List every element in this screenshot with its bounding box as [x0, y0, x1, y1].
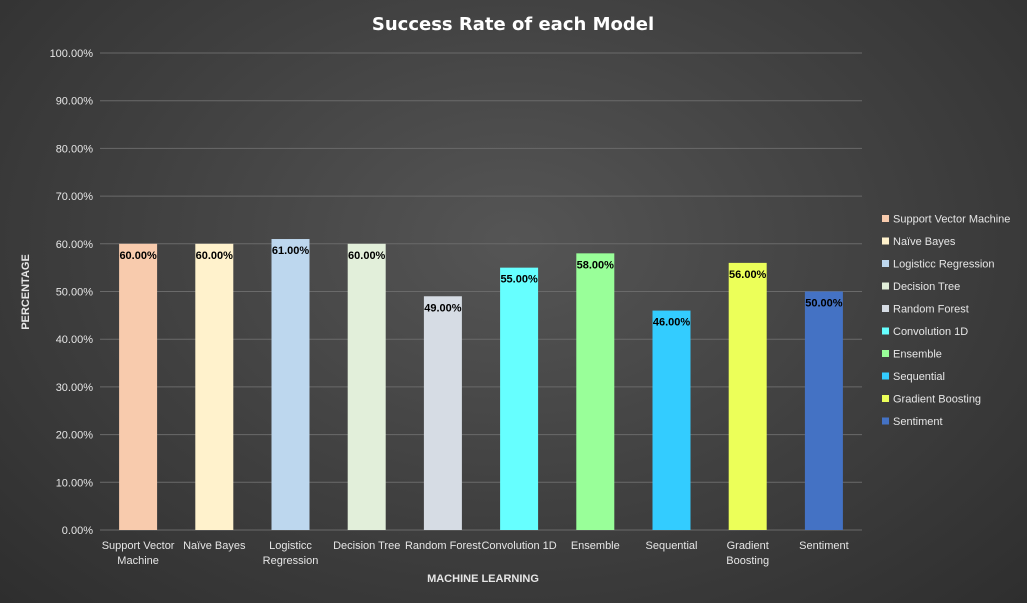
y-tick-label: 100.00% — [50, 48, 94, 60]
legend-label: Support Vector Machine — [893, 214, 1010, 226]
data-label: 46.00% — [653, 317, 691, 329]
legend-label: Convolution 1D — [893, 326, 968, 338]
data-label: 55.00% — [500, 274, 538, 286]
x-tick-label: Random Forest — [405, 540, 481, 552]
y-tick-label: 60.00% — [56, 239, 94, 251]
legend-label: Sequential — [893, 371, 945, 383]
data-label: 58.00% — [577, 259, 615, 271]
legend-swatch — [882, 305, 889, 312]
x-tick-label: Sentiment — [799, 540, 849, 552]
legend-swatch — [882, 372, 889, 380]
bar — [576, 253, 615, 530]
legend-label: Decision Tree — [893, 281, 960, 293]
bar — [119, 243, 158, 531]
data-label: 60.00% — [196, 250, 234, 262]
legend-label: Logisticc Regression — [893, 259, 995, 271]
legend-swatch — [882, 237, 889, 245]
data-label: 60.00% — [348, 250, 386, 262]
y-tick-label: 20.00% — [56, 430, 94, 442]
x-tick-label: Sequential — [646, 540, 698, 552]
legend-label: Random Forest — [893, 304, 969, 316]
y-tick-label: 70.00% — [56, 191, 94, 203]
legend-swatch — [882, 282, 889, 290]
data-label: 60.00% — [119, 250, 157, 262]
bar — [804, 291, 843, 530]
x-tick-label: Support Vector — [102, 540, 175, 552]
data-label: 56.00% — [729, 269, 767, 281]
data-label: 50.00% — [805, 298, 843, 310]
data-label: 61.00% — [272, 245, 310, 257]
x-tick-label: Decision Tree — [333, 540, 400, 552]
y-tick-label: 0.00% — [62, 525, 93, 537]
bar — [271, 239, 310, 530]
y-tick-label: 40.00% — [56, 334, 94, 346]
legend-swatch — [882, 417, 889, 425]
y-tick-label: 90.00% — [56, 96, 94, 108]
y-tick-label: 10.00% — [56, 477, 94, 489]
x-tick-label: Boosting — [726, 555, 769, 567]
legend-swatch — [882, 260, 889, 267]
y-tick-label: 30.00% — [56, 382, 94, 394]
x-tick-label: Regression — [263, 555, 319, 567]
chart-title: Success Rate of each Model — [372, 14, 654, 35]
x-tick-label: Gradient — [727, 540, 769, 552]
data-label: 49.00% — [424, 302, 462, 314]
legend-label: Sentiment — [893, 416, 943, 428]
bar — [652, 310, 691, 530]
legend-swatch — [882, 215, 889, 222]
bar — [195, 243, 234, 531]
legend-swatch — [882, 395, 889, 402]
y-tick-label: 80.00% — [56, 143, 94, 155]
legend-swatch — [882, 327, 889, 335]
bar — [728, 262, 767, 530]
bar — [423, 296, 462, 530]
legend-swatch — [882, 350, 889, 357]
x-axis-title: MACHINE LEARNING — [427, 573, 539, 585]
x-tick-label: Logisticc — [269, 540, 312, 552]
y-tick-label: 50.00% — [56, 287, 94, 299]
legend-label: Naïve Bayes — [893, 236, 956, 248]
legend-label: Gradient Boosting — [893, 394, 981, 406]
legend-label: Ensemble — [893, 349, 942, 361]
x-tick-label: Convolution 1D — [481, 540, 556, 552]
bar — [500, 267, 539, 530]
x-tick-label: Machine — [117, 555, 159, 567]
bar — [347, 243, 386, 531]
x-tick-label: Ensemble — [571, 540, 620, 552]
x-tick-label: Naïve Bayes — [183, 540, 246, 552]
y-axis-title: PERCENTAGE — [20, 254, 32, 330]
